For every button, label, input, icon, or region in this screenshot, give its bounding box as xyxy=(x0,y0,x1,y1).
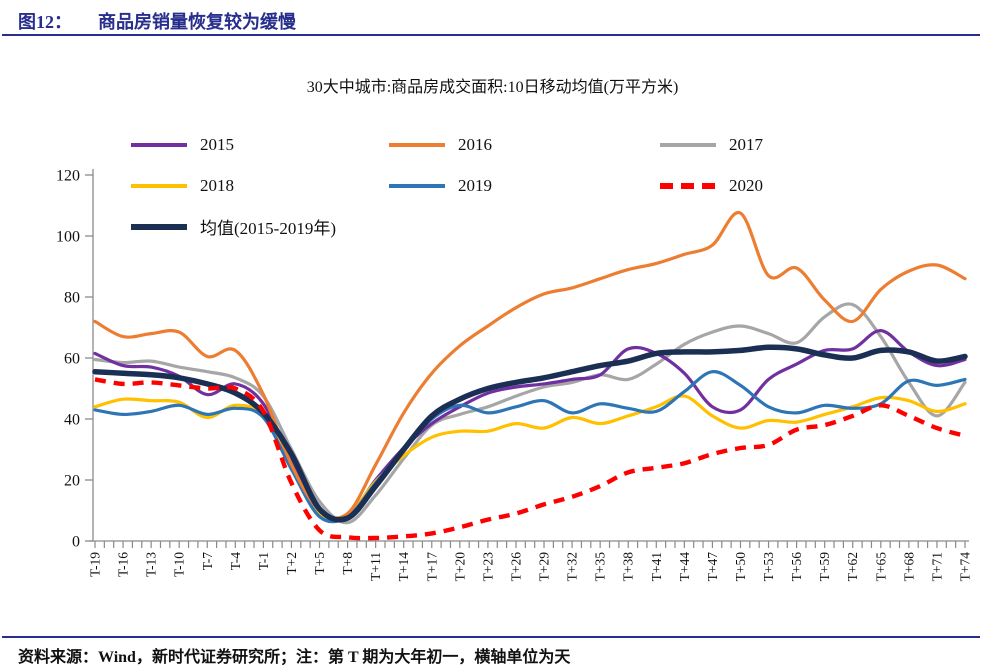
y-tick-label: 20 xyxy=(64,473,80,490)
x-tick-label: T+62 xyxy=(845,552,860,581)
x-tick-label: T+74 xyxy=(958,552,973,582)
x-tick-label: T-7 xyxy=(200,552,215,571)
x-tick-label: T+5 xyxy=(312,552,327,575)
series-line-均值(2015-2019年) xyxy=(92,344,968,523)
x-tick-label: T+23 xyxy=(480,552,495,582)
chart-legend: 2015 2016 2017 2018 2019 2020 均值(2015-2019年) xyxy=(131,124,763,247)
series-line-2018 xyxy=(93,394,967,522)
x-tick-label: T-1 xyxy=(256,552,271,570)
series-line-2016 xyxy=(93,211,967,520)
legend-label: 2018 xyxy=(200,175,234,195)
legend-label: 2017 xyxy=(729,134,763,154)
x-tick-label: T-19 xyxy=(88,552,103,577)
source-note: 资料来源：Wind，新时代证券研究所；注：第 T 期为大年初一，横轴单位为天 xyxy=(18,649,571,665)
legend-label: 均值(2015-2019年) xyxy=(200,219,336,238)
x-tick-label: T+56 xyxy=(789,552,804,582)
header-divider xyxy=(2,34,980,36)
x-tick-label: T+11 xyxy=(368,552,383,581)
x-tick-label: T+35 xyxy=(593,552,608,582)
x-tick-label: T+14 xyxy=(396,552,411,582)
legend-item-2020: 2020 xyxy=(660,176,763,196)
x-tick-label: T+71 xyxy=(929,552,944,581)
legend-swatch-2019 xyxy=(389,183,445,188)
x-tick-label: T+41 xyxy=(649,552,664,581)
x-tick-label: T+20 xyxy=(452,552,467,582)
legend-item-均值(2015-2019年): 均值(2015-2019年) xyxy=(131,214,389,239)
legend-swatch-2020 xyxy=(660,182,716,189)
legend-item-2018: 2018 xyxy=(131,176,389,196)
x-tick-label: T-13 xyxy=(144,552,159,577)
x-tick-label: T+8 xyxy=(340,552,355,575)
legend-item-2017: 2017 xyxy=(660,135,763,155)
y-tick-label: 80 xyxy=(64,290,80,307)
figure-title: 商品房销量恢复较为缓慢 xyxy=(98,12,296,32)
legend-label: 2019 xyxy=(458,175,492,195)
legend-label: 2020 xyxy=(729,175,763,195)
x-tick-label: T-16 xyxy=(116,552,131,577)
legend-item-2016: 2016 xyxy=(389,135,660,155)
x-tick-label: T+50 xyxy=(733,552,748,582)
x-tick-label: T+65 xyxy=(873,552,888,582)
series-line-2019 xyxy=(93,370,967,524)
x-tick-label: T+2 xyxy=(284,552,299,575)
legend-label: 2016 xyxy=(458,134,492,154)
y-tick-label: 0 xyxy=(72,534,80,551)
legend-swatch-2016 xyxy=(389,142,445,147)
legend-swatch-2018 xyxy=(131,183,187,188)
legend-swatch-2015 xyxy=(131,142,187,147)
x-tick-label: T+38 xyxy=(621,552,636,582)
legend-item-2015: 2015 xyxy=(131,135,389,155)
y-tick-label: 40 xyxy=(64,412,80,429)
y-tick-label: 60 xyxy=(64,351,80,368)
y-tick-label: 120 xyxy=(56,168,80,185)
figure-label: 图12： xyxy=(18,12,72,32)
series-line-2015 xyxy=(93,329,967,523)
legend-item-2019: 2019 xyxy=(389,176,660,196)
x-tick-label: T+44 xyxy=(677,552,692,582)
chart-title: 30大中城市:商品房成交面积:10日移动均值(万平方米) xyxy=(306,79,679,96)
figure-header: 图12： 商品房销量恢复较为缓慢 xyxy=(18,8,296,34)
x-tick-label: T-10 xyxy=(172,552,187,577)
x-tick-label: T+29 xyxy=(537,552,552,582)
x-tick-label: T+47 xyxy=(705,552,720,582)
x-tick-label: T-4 xyxy=(228,552,243,571)
legend-swatch-均值(2015-2019年) xyxy=(131,223,187,230)
x-tick-label: T+17 xyxy=(424,552,439,582)
series-line-2017 xyxy=(93,302,967,525)
x-tick-label: T+68 xyxy=(901,552,916,582)
footer-divider xyxy=(2,636,980,638)
x-tick-label: T+32 xyxy=(565,552,580,581)
y-tick-label: 100 xyxy=(56,229,80,246)
legend-label: 2015 xyxy=(200,134,234,154)
x-tick-label: T+59 xyxy=(817,552,832,582)
legend-swatch-2017 xyxy=(660,142,716,147)
x-tick-label: T+26 xyxy=(508,552,523,582)
x-tick-label: T+53 xyxy=(761,552,776,582)
